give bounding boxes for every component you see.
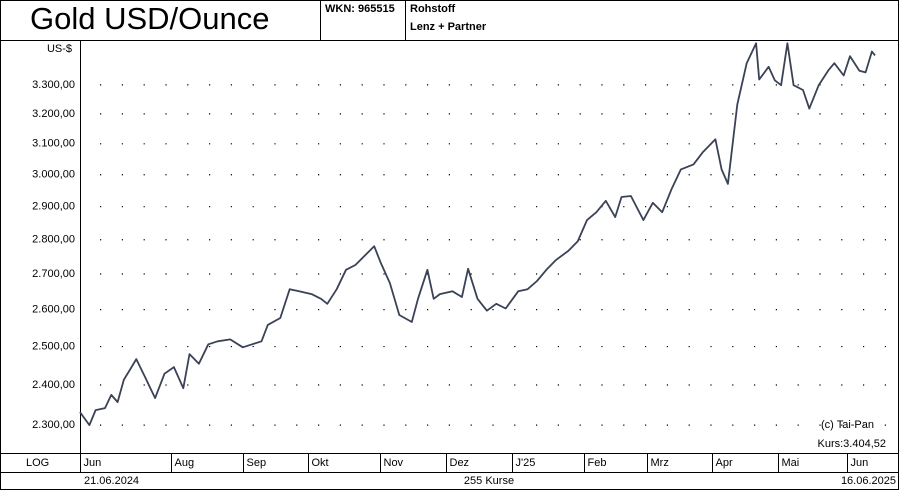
y-unit: US-$ [47,43,72,55]
x-tick-label: Okt [312,457,329,469]
price-line [79,42,876,426]
asset-class: Rohstoff [410,3,456,15]
x-tick-label: Mai [782,457,800,469]
y-tick-label: 2.500,00 [32,340,75,352]
copyright: (c) Tai-Pan [821,419,874,431]
y-tick-label: 2.300,00 [32,419,75,431]
x-tick-label: Jun [851,457,869,469]
y-tick-label: 2.400,00 [32,379,75,391]
end-date: 16.06.2025 [841,475,896,487]
y-tick-label: 2.800,00 [32,234,75,246]
y-tick-label: 2.600,00 [32,303,75,315]
y-tick-label: 2.700,00 [32,268,75,280]
y-tick-label: 2.900,00 [32,201,75,213]
x-tick-label: Mrz [651,457,669,469]
x-tick-label: Feb [588,457,607,469]
last-price: Kurs:3.404,52 [818,438,887,450]
x-tick-label: Jun [84,457,102,469]
y-tick-label: 3.000,00 [32,169,75,181]
scale-label: LOG [26,457,49,469]
chart-title: Gold USD/Ounce [30,1,270,36]
y-tick-label: 3.300,00 [32,79,75,91]
count-label: 255 Kurse [464,475,514,487]
x-tick-label: J'25 [516,457,536,469]
x-tick-label: Sep [247,457,267,469]
x-tick-label: Apr [716,457,733,469]
y-tick-label: 3.100,00 [32,138,75,150]
provider: Lenz + Partner [410,21,487,33]
wkn: WKN: 965515 [325,3,395,15]
start-date: 21.06.2024 [84,475,139,487]
x-tick-label: Nov [384,457,404,469]
x-tick-label: Dez [450,457,470,469]
x-tick-label: Aug [175,457,195,469]
y-tick-label: 3.200,00 [32,108,75,120]
